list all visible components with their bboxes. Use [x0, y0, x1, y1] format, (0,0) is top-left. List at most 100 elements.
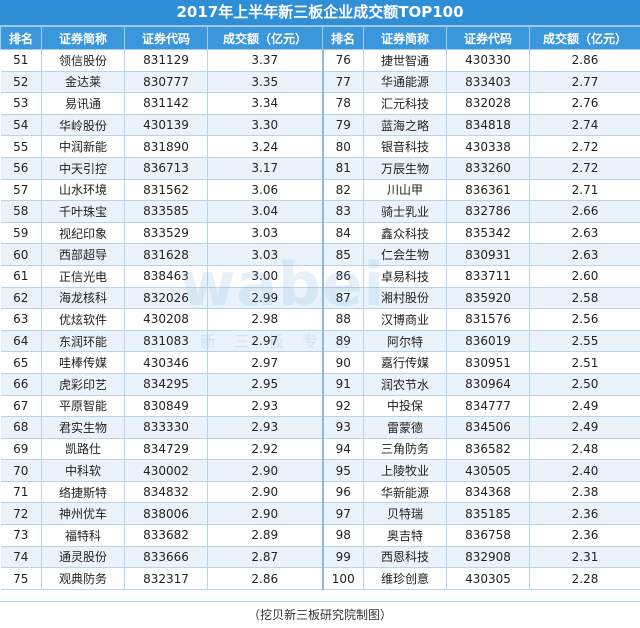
rank-cell: 99	[323, 546, 364, 568]
name-cell: 千叶珠宝	[42, 201, 125, 223]
amount-cell: 3.24	[208, 136, 323, 158]
rank-cell: 65	[1, 352, 42, 374]
rank-cell: 67	[1, 395, 42, 417]
rank-cell: 95	[323, 460, 364, 482]
code-cell: 430338	[447, 136, 530, 158]
name-cell: 通灵股份	[42, 546, 125, 568]
amount-cell: 2.72	[530, 136, 640, 158]
amount-cell: 3.37	[208, 50, 323, 72]
name-cell: 山水环境	[42, 179, 125, 201]
rank-cell: 76	[323, 50, 364, 72]
code-cell: 834832	[125, 481, 208, 503]
name-cell: 观典防务	[42, 568, 125, 590]
code-cell: 830849	[125, 395, 208, 417]
name-cell: 上陵牧业	[364, 460, 447, 482]
code-cell: 836758	[447, 525, 530, 547]
rank-cell: 96	[323, 481, 364, 503]
column-header: 证券简称	[364, 27, 447, 50]
amount-cell: 2.98	[208, 309, 323, 331]
amount-cell: 2.90	[208, 460, 323, 482]
name-cell: 川山甲	[364, 179, 447, 201]
column-header: 成交额（亿元）	[530, 27, 640, 50]
amount-cell: 3.17	[208, 157, 323, 179]
name-cell: 雷蒙德	[364, 417, 447, 439]
name-cell: 万辰生物	[364, 157, 447, 179]
code-cell: 831142	[125, 93, 208, 115]
rank-cell: 84	[323, 222, 364, 244]
name-cell: 鑫众科技	[364, 222, 447, 244]
code-cell: 833682	[125, 525, 208, 547]
amount-cell: 2.50	[530, 373, 640, 395]
code-cell: 838006	[125, 503, 208, 525]
code-cell: 830777	[125, 71, 208, 93]
amount-cell: 2.63	[530, 222, 640, 244]
name-cell: 优炫软件	[42, 309, 125, 331]
name-cell: 银音科技	[364, 136, 447, 158]
code-cell: 833711	[447, 265, 530, 287]
code-cell: 831562	[125, 179, 208, 201]
code-cell: 833330	[125, 417, 208, 439]
amount-cell: 2.90	[208, 481, 323, 503]
code-cell: 430139	[125, 114, 208, 136]
amount-cell: 3.06	[208, 179, 323, 201]
amount-cell: 2.71	[530, 179, 640, 201]
amount-cell: 2.31	[530, 546, 640, 568]
rank-cell: 81	[323, 157, 364, 179]
name-cell: 西恩科技	[364, 546, 447, 568]
name-cell: 东润环能	[42, 330, 125, 352]
code-cell: 833666	[125, 546, 208, 568]
code-cell: 430002	[125, 460, 208, 482]
amount-cell: 2.86	[208, 568, 323, 590]
amount-cell: 2.38	[530, 481, 640, 503]
code-cell: 831628	[125, 244, 208, 266]
code-cell: 836019	[447, 330, 530, 352]
code-cell: 832317	[125, 568, 208, 590]
rank-cell: 92	[323, 395, 364, 417]
code-cell: 833260	[447, 157, 530, 179]
name-cell: 平原智能	[42, 395, 125, 417]
amount-cell: 3.04	[208, 201, 323, 223]
rank-cell: 70	[1, 460, 42, 482]
amount-cell: 2.87	[208, 546, 323, 568]
rank-cell: 80	[323, 136, 364, 158]
rank-cell: 97	[323, 503, 364, 525]
code-cell: 832026	[125, 287, 208, 309]
name-cell: 福特科	[42, 525, 125, 547]
name-cell: 凯路仕	[42, 438, 125, 460]
amount-cell: 2.86	[530, 50, 640, 72]
code-cell: 836361	[447, 179, 530, 201]
rank-cell: 73	[1, 525, 42, 547]
rank-cell: 61	[1, 265, 42, 287]
code-cell: 834818	[447, 114, 530, 136]
code-cell: 834368	[447, 481, 530, 503]
name-cell: 嘉行传媒	[364, 352, 447, 374]
amount-cell: 2.58	[530, 287, 640, 309]
rank-cell: 79	[323, 114, 364, 136]
amount-cell: 2.97	[208, 352, 323, 374]
amount-cell: 2.36	[530, 525, 640, 547]
amount-cell: 2.93	[208, 417, 323, 439]
name-cell: 哇棒传媒	[42, 352, 125, 374]
name-cell: 蓝海之略	[364, 114, 447, 136]
code-cell: 430330	[447, 50, 530, 72]
amount-cell: 3.03	[208, 244, 323, 266]
amount-cell: 2.60	[530, 265, 640, 287]
amount-cell: 2.51	[530, 352, 640, 374]
code-cell: 835185	[447, 503, 530, 525]
code-cell: 832786	[447, 201, 530, 223]
rank-cell: 54	[1, 114, 42, 136]
code-cell: 838463	[125, 265, 208, 287]
rank-cell: 60	[1, 244, 42, 266]
code-cell: 832908	[447, 546, 530, 568]
name-cell: 正信光电	[42, 265, 125, 287]
name-cell: 汇元科技	[364, 93, 447, 115]
